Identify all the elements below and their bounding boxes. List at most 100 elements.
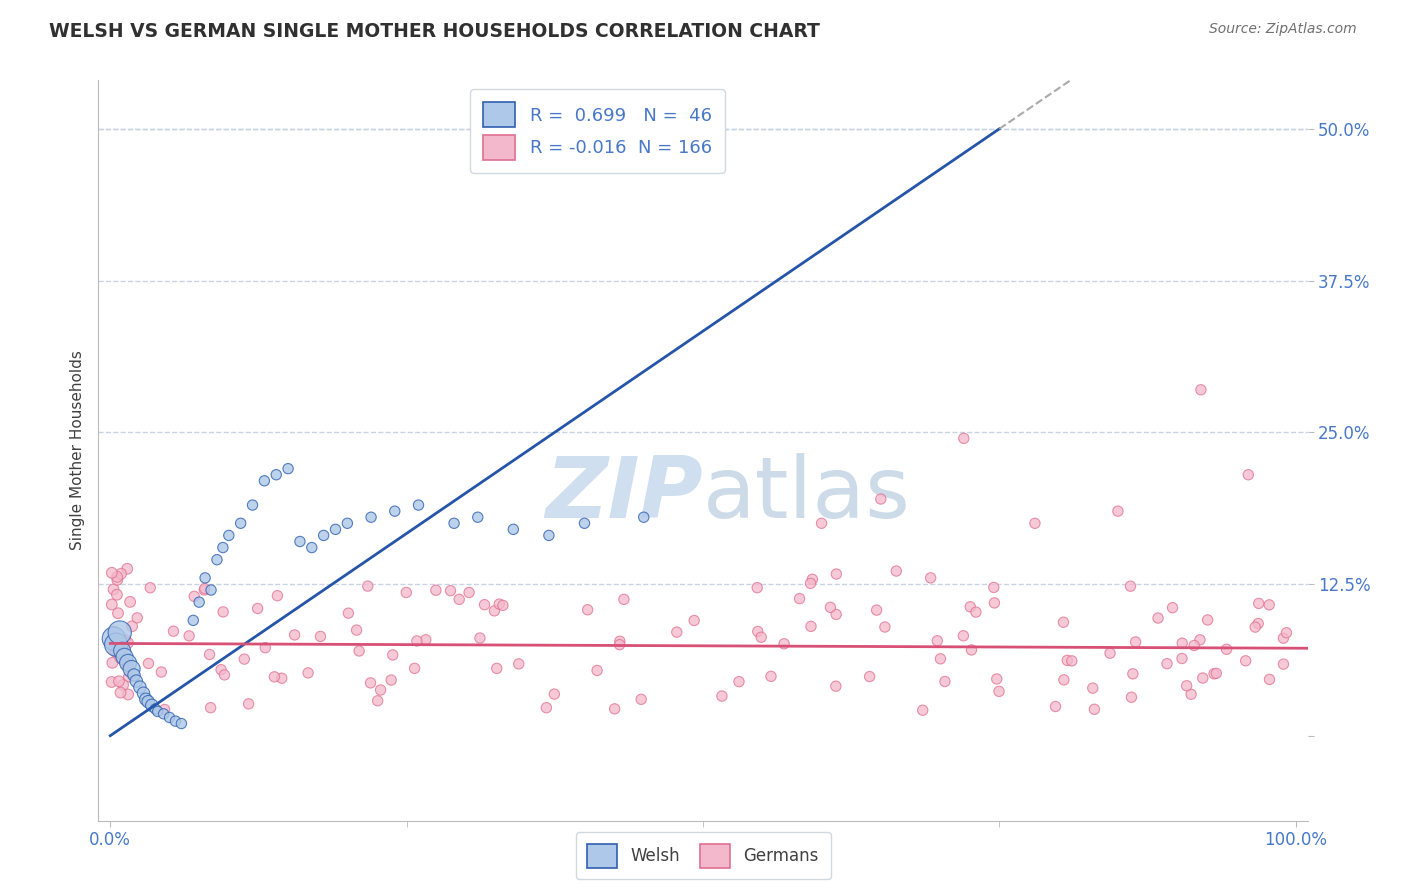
Point: [136, 695, 159, 709]
Point: [710, 689, 733, 703]
Point: [449, 592, 471, 607]
Point: [138, 657, 160, 671]
Point: [105, 573, 128, 587]
Point: [820, 600, 842, 615]
Point: [747, 624, 769, 639]
Point: [370, 683, 392, 698]
Point: [1083, 702, 1105, 716]
Point: [135, 692, 157, 706]
Point: [1275, 625, 1298, 640]
Point: [194, 582, 217, 596]
Point: [884, 564, 907, 578]
Point: [1175, 679, 1198, 693]
Point: [337, 606, 360, 620]
Point: [425, 583, 447, 598]
Point: [188, 595, 211, 609]
Point: [118, 670, 141, 684]
Point: [346, 623, 368, 637]
Point: [183, 590, 205, 604]
Point: [1237, 467, 1260, 482]
Point: [1125, 635, 1147, 649]
Text: Source: ZipAtlas.com: Source: ZipAtlas.com: [1209, 22, 1357, 37]
Point: [1060, 654, 1083, 668]
Point: [408, 498, 430, 512]
Point: [105, 570, 128, 584]
Point: [749, 630, 772, 644]
Point: [209, 663, 232, 677]
Point: [468, 631, 491, 645]
Point: [1205, 666, 1227, 681]
Point: [266, 589, 288, 603]
Point: [613, 592, 636, 607]
Point: [110, 651, 132, 665]
Point: [576, 603, 599, 617]
Point: [103, 643, 125, 657]
Point: [865, 603, 887, 617]
Point: [121, 619, 143, 633]
Point: [263, 670, 285, 684]
Point: [467, 510, 489, 524]
Point: [1244, 620, 1267, 634]
Point: [233, 652, 256, 666]
Point: [859, 669, 882, 683]
Point: [218, 528, 240, 542]
Point: [1180, 687, 1202, 701]
Point: [502, 522, 524, 536]
Point: [229, 516, 252, 531]
Point: [312, 528, 335, 542]
Point: [360, 510, 382, 524]
Point: [1122, 666, 1144, 681]
Point: [929, 652, 952, 666]
Point: [683, 614, 706, 628]
Point: [1188, 632, 1211, 647]
Point: [100, 634, 122, 648]
Point: [115, 562, 138, 576]
Point: [484, 604, 506, 618]
Point: [1107, 504, 1129, 518]
Point: [141, 698, 163, 713]
Point: [325, 522, 347, 536]
Point: [212, 605, 235, 619]
Point: [630, 692, 652, 706]
Point: [747, 581, 769, 595]
Point: [665, 625, 688, 640]
Point: [825, 567, 848, 582]
Point: [194, 571, 217, 585]
Point: [117, 656, 139, 670]
Point: [1247, 596, 1270, 610]
Point: [150, 665, 173, 679]
Point: [1215, 642, 1237, 657]
Point: [543, 687, 565, 701]
Point: [485, 661, 508, 675]
Point: [959, 599, 981, 614]
Point: [111, 644, 134, 658]
Point: [104, 645, 127, 659]
Point: [288, 534, 311, 549]
Point: [1189, 383, 1212, 397]
Point: [193, 582, 215, 597]
Text: ZIP: ZIP: [546, 453, 703, 536]
Point: [110, 566, 132, 581]
Point: [253, 474, 276, 488]
Point: [139, 581, 162, 595]
Point: [927, 633, 949, 648]
Point: [759, 669, 782, 683]
Point: [1258, 598, 1281, 612]
Point: [986, 672, 1008, 686]
Point: [1197, 613, 1219, 627]
Point: [952, 629, 974, 643]
Point: [1171, 636, 1194, 650]
Point: [1234, 654, 1257, 668]
Point: [380, 673, 402, 687]
Point: [1272, 631, 1295, 645]
Point: [609, 638, 631, 652]
Point: [101, 566, 124, 580]
Point: [1053, 673, 1076, 687]
Point: [357, 579, 380, 593]
Point: [609, 634, 631, 648]
Point: [952, 431, 974, 445]
Point: [297, 665, 319, 680]
Point: [159, 710, 181, 724]
Point: [508, 657, 530, 671]
Point: [143, 702, 166, 716]
